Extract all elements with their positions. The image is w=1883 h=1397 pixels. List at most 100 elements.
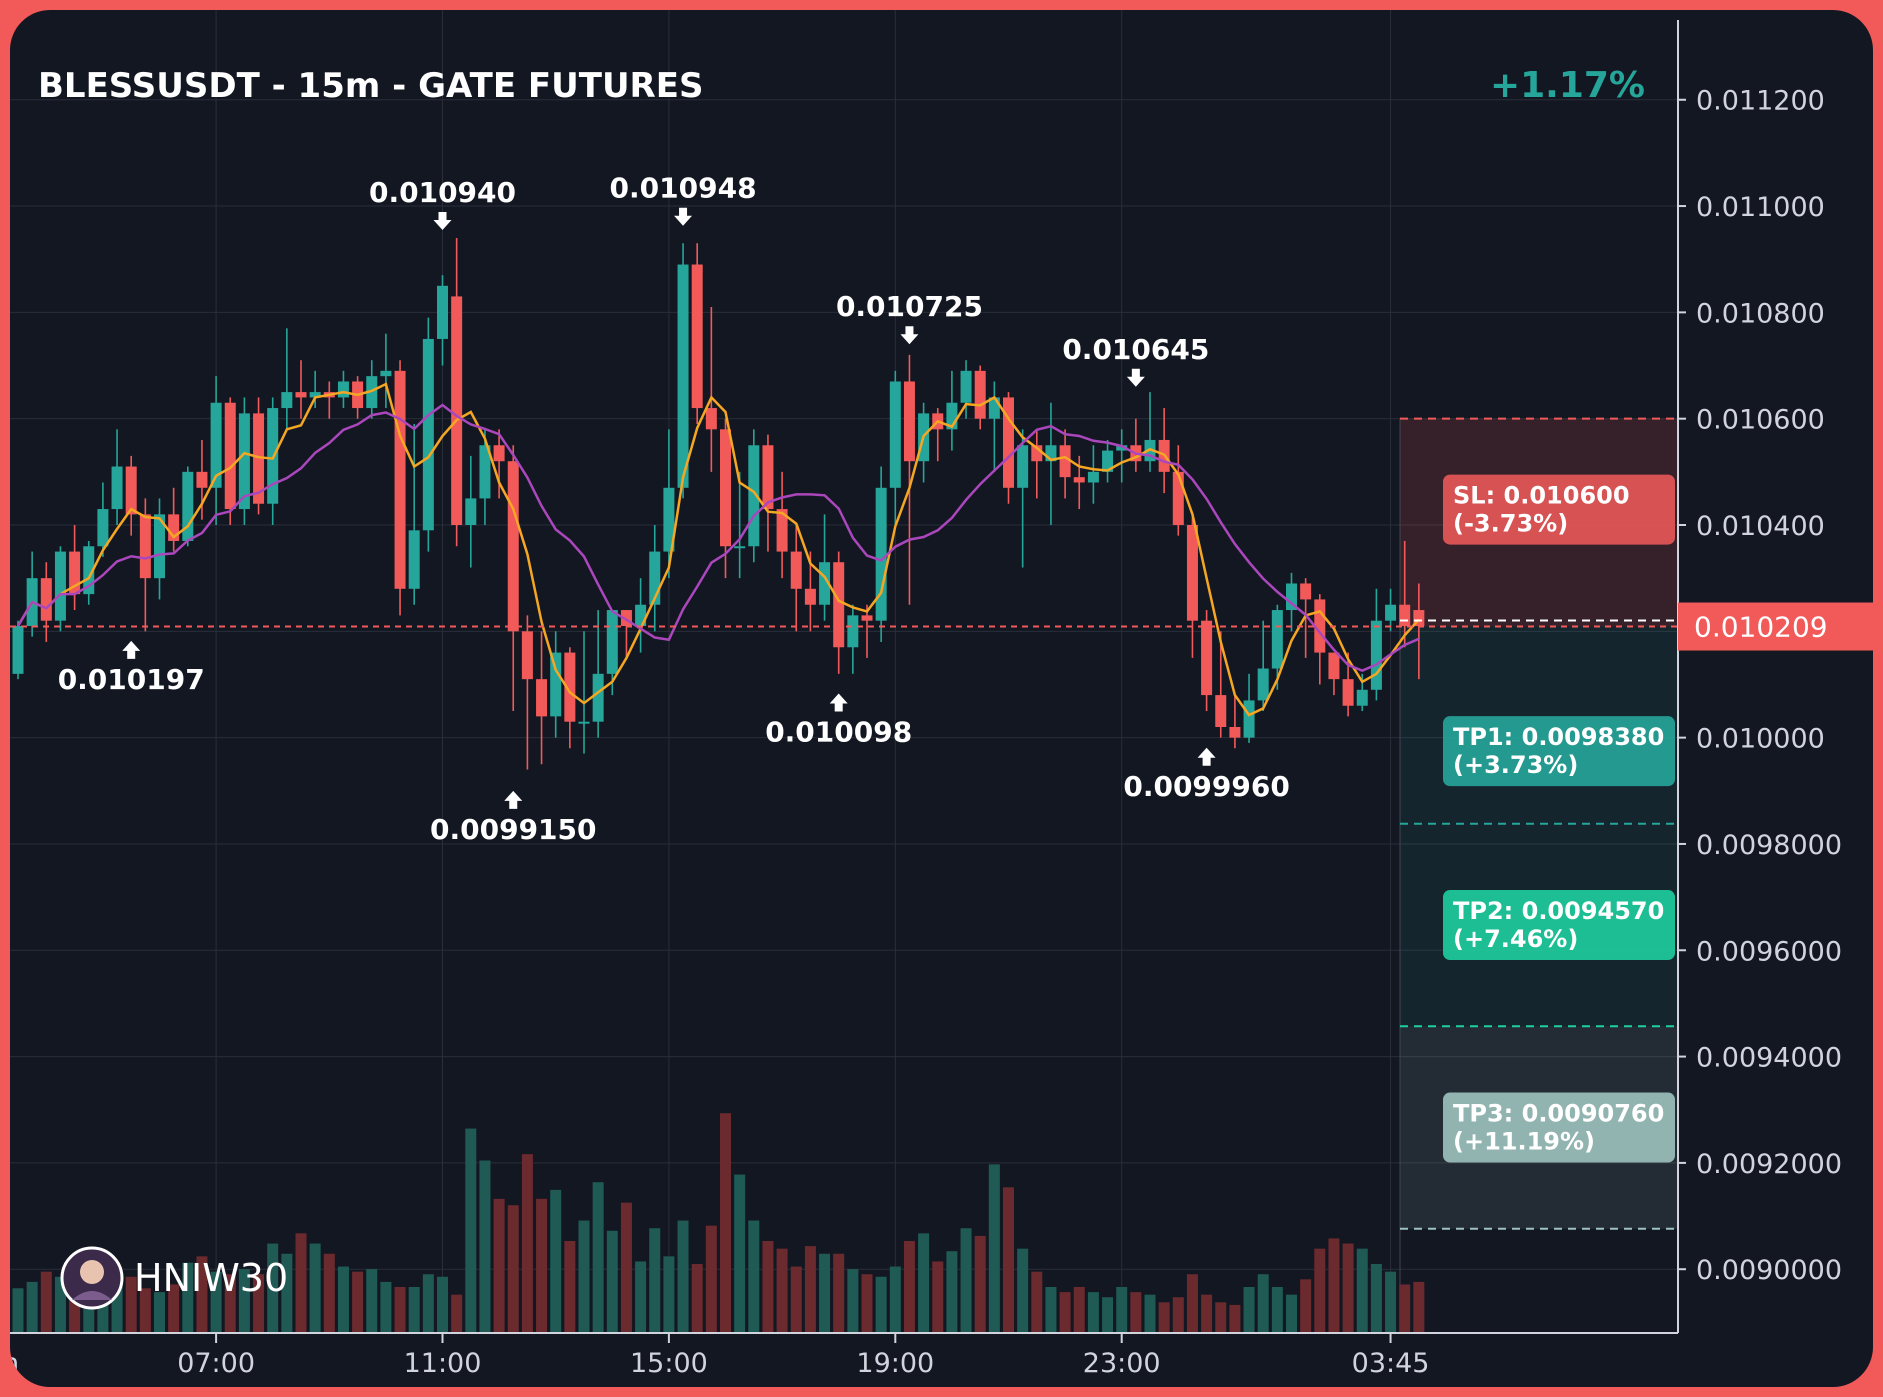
candle-body-69 xyxy=(988,397,1000,419)
candle-body-34 xyxy=(493,445,505,462)
volume-bar-98 xyxy=(1399,1284,1411,1333)
candle-body-59 xyxy=(847,615,859,648)
volume-bar-3 xyxy=(54,1276,66,1333)
volume-bar-50 xyxy=(720,1113,731,1333)
volume-bar-28 xyxy=(408,1287,420,1333)
volume-bar-21 xyxy=(309,1243,321,1333)
tp2-box xyxy=(1443,890,1675,961)
candle-body-75 xyxy=(1073,477,1085,483)
candle-body-61 xyxy=(875,487,887,621)
tp3-box-line2: (+11.19%) xyxy=(1453,1128,1595,1156)
volume-bar-8 xyxy=(125,1276,137,1333)
anno-label-7: 0.0099960 xyxy=(1123,770,1290,803)
volume-bar-52 xyxy=(748,1220,760,1333)
candle-body-38 xyxy=(550,652,562,717)
xtick-label-3: 19:00 xyxy=(856,1348,934,1379)
candle-body-91 xyxy=(1300,583,1312,600)
ma-slow-line xyxy=(16,403,1420,673)
candle-body-68 xyxy=(974,370,986,419)
candle-body-19 xyxy=(281,392,293,409)
anno-arrow-down-icon-0 xyxy=(433,211,452,230)
volume-bar-68 xyxy=(974,1235,986,1333)
avatar-body xyxy=(72,1291,112,1300)
candle-body-47 xyxy=(677,264,689,488)
tp3-box xyxy=(1443,1092,1675,1163)
volume-bar-17 xyxy=(253,1274,265,1333)
volume-bar-24 xyxy=(352,1271,364,1333)
volume-bar-73 xyxy=(1045,1287,1057,1333)
tp1-box-line1: TP1: 0.0098380 xyxy=(1453,723,1664,751)
volume-bar-58 xyxy=(833,1253,845,1333)
chart-title: BLESSUSDT - 15m - GATE FUTURES xyxy=(38,66,703,106)
anno-arrow-up-icon-5 xyxy=(504,790,523,809)
author-name: HNIW30 xyxy=(134,1256,288,1300)
volume-bar-9 xyxy=(139,1288,151,1333)
volume-bar-96 xyxy=(1370,1264,1382,1333)
volume-bar-65 xyxy=(932,1261,944,1333)
volume-bar-76 xyxy=(1087,1292,1099,1333)
chart-canvas[interactable]: 0.010940 0.010948 0.010725 0.010645 0.010197… xyxy=(10,10,1873,1387)
candle-body-56 xyxy=(804,588,816,605)
candle-body-0 xyxy=(12,626,24,674)
xtick-label-2: 15:00 xyxy=(630,1348,708,1379)
candle-body-13 xyxy=(196,471,208,488)
volume-bar-82 xyxy=(1172,1297,1184,1333)
ytick-label-0: 0.011200 xyxy=(1696,86,1825,117)
volume-bar-54 xyxy=(776,1248,788,1333)
trade-zones xyxy=(1399,418,1678,1333)
volume-bar-31 xyxy=(451,1294,463,1333)
volume-bar-18 xyxy=(267,1243,279,1333)
volume-bar-38 xyxy=(550,1189,562,1333)
anno-arrow-down-icon-1 xyxy=(674,207,693,226)
candle-body-46 xyxy=(663,487,675,552)
candle-body-84 xyxy=(1201,620,1213,696)
candle-body-21 xyxy=(309,392,321,398)
anno-arrow-up-icon-7 xyxy=(1197,747,1216,766)
candle-body-62 xyxy=(889,381,901,488)
volume-bar-72 xyxy=(1031,1271,1043,1333)
candle-body-82 xyxy=(1172,471,1184,525)
volume-bar-92 xyxy=(1314,1248,1326,1333)
volume-bar-90 xyxy=(1286,1294,1297,1333)
ytick-label-1: 0.011000 xyxy=(1696,192,1825,223)
candle-body-90 xyxy=(1286,583,1297,611)
candle-body-48 xyxy=(691,264,703,409)
volume-bar-26 xyxy=(380,1281,392,1333)
candle-body-39 xyxy=(564,652,576,722)
candle-body-40 xyxy=(578,721,590,724)
volume-bar-53 xyxy=(762,1241,774,1333)
anno-label-6: 0.010098 xyxy=(765,716,912,749)
volume-bar-41 xyxy=(592,1182,604,1333)
candle-body-4 xyxy=(69,551,81,595)
xtick-label-4: 23:00 xyxy=(1083,1348,1161,1379)
candle-body-8 xyxy=(125,466,137,515)
candle-body-37 xyxy=(536,679,548,717)
author-badge[interactable]: HNIW30 xyxy=(60,1246,288,1310)
volume-bar-45 xyxy=(649,1228,661,1333)
candle-body-55 xyxy=(790,551,802,589)
sl-box-line2: (-3.73%) xyxy=(1453,510,1568,538)
candle-body-94 xyxy=(1342,679,1354,706)
xtick-label-1: 11:00 xyxy=(404,1348,482,1379)
anno-arrow-down-icon-3 xyxy=(1126,368,1145,387)
candle-body-16 xyxy=(238,413,250,510)
xtick-label-5: 03:45 xyxy=(1352,1348,1430,1379)
anno-label-3: 0.010645 xyxy=(1062,333,1209,366)
volume-bar-95 xyxy=(1356,1248,1368,1333)
sl-box-line1: SL: 0.010600 xyxy=(1453,482,1630,510)
volume-bar-56 xyxy=(804,1246,816,1333)
volume-bar-14 xyxy=(210,1271,222,1333)
volume-bar-78 xyxy=(1116,1287,1128,1333)
candle-body-51 xyxy=(734,546,746,549)
anno-label-0: 0.010940 xyxy=(369,176,516,209)
candle-body-95 xyxy=(1356,689,1368,706)
candle-body-45 xyxy=(649,551,661,605)
volume-bar-60 xyxy=(861,1274,873,1333)
volume-bar-15 xyxy=(224,1274,236,1333)
candle-body-6 xyxy=(97,509,109,547)
candle-body-29 xyxy=(422,338,434,531)
volume-bar-87 xyxy=(1243,1287,1255,1333)
volume-bar-81 xyxy=(1158,1302,1170,1333)
candle-body-72 xyxy=(1031,445,1043,462)
volume-bar-51 xyxy=(734,1174,746,1333)
